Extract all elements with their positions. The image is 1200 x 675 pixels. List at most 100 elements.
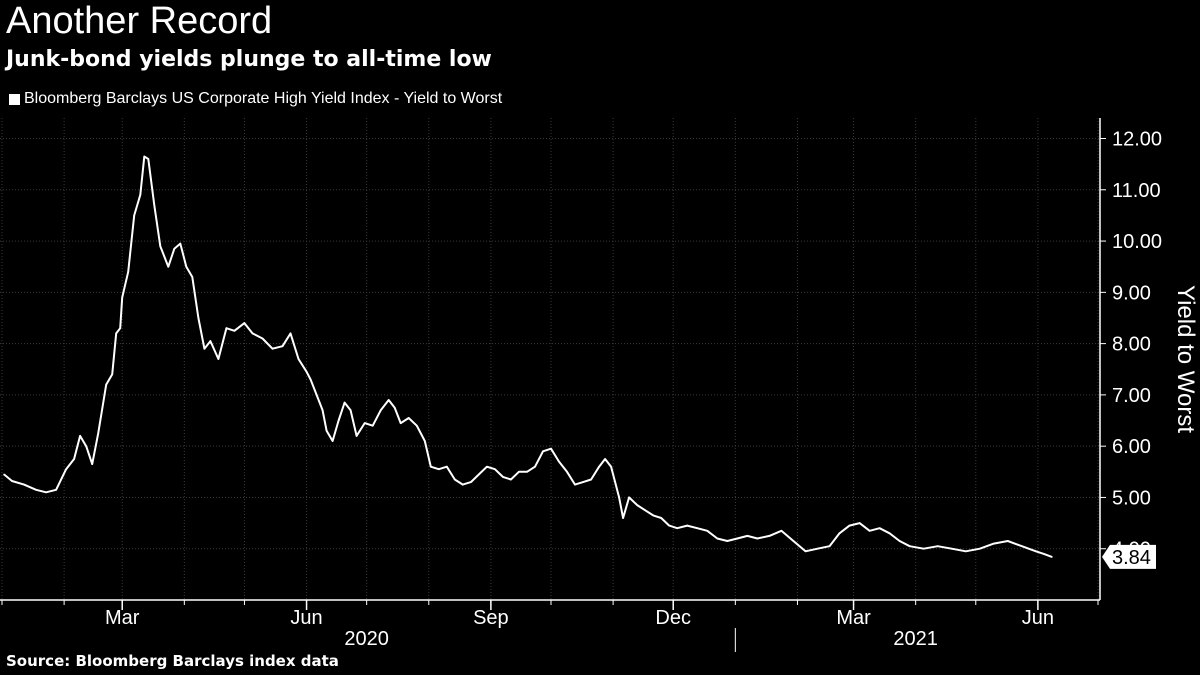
y-tick-label: 10.00 [1112, 231, 1162, 253]
data-point [993, 542, 995, 545]
data-point [478, 473, 480, 476]
data-point [979, 547, 981, 550]
x-year-label: 2021 [893, 628, 938, 650]
data-point [518, 471, 520, 473]
data-point [668, 524, 670, 527]
x-year-label: 2020 [344, 628, 389, 650]
data-point [676, 527, 678, 529]
x-tick-label: Dec [655, 607, 691, 629]
data-point [179, 242, 182, 245]
data-point [147, 158, 150, 160]
data-point [73, 458, 75, 460]
data-point [399, 422, 402, 424]
data-point [191, 276, 194, 278]
data-point [716, 537, 719, 540]
data-point [243, 322, 246, 324]
data-point [85, 445, 87, 448]
data-point [574, 483, 576, 486]
data-point [91, 463, 93, 465]
data-point [3, 473, 5, 476]
data-point [217, 358, 220, 360]
data-point [510, 478, 512, 481]
data-point [97, 432, 99, 435]
y-tick-label: 12.00 [1112, 129, 1162, 151]
data-point [379, 409, 382, 412]
data-point [965, 550, 967, 553]
data-point [628, 496, 630, 499]
data-point [119, 327, 121, 330]
data-point [173, 248, 176, 250]
data-point [696, 527, 699, 529]
data-point [45, 491, 47, 494]
data-point [566, 471, 568, 473]
data-point [79, 435, 81, 437]
data-point [185, 265, 188, 268]
data-point [526, 471, 528, 473]
data-point [636, 504, 638, 506]
data-point [416, 424, 418, 427]
data-point [1051, 556, 1053, 558]
data-point [225, 327, 228, 330]
data-point [393, 406, 396, 409]
y-axis-label: Yield to Worst [1172, 285, 1199, 433]
data-point [908, 545, 911, 547]
data-point [127, 271, 129, 273]
data-point [558, 460, 560, 463]
data-point [289, 332, 292, 335]
last-value-label: 3.84 [1112, 547, 1151, 569]
data-point [950, 547, 953, 550]
chart-title: Another Record [6, 0, 273, 42]
data-point [780, 530, 783, 532]
data-point [387, 399, 390, 401]
data-point [55, 489, 57, 491]
data-point [660, 517, 662, 519]
data-point [343, 401, 346, 404]
grid [0, 118, 1100, 600]
data-point [139, 194, 142, 196]
data-point [121, 296, 123, 299]
y-tick-label: 11.00 [1112, 180, 1161, 202]
data-point [407, 417, 410, 419]
data-point [115, 332, 117, 335]
data-point [261, 337, 264, 340]
data-point [363, 422, 366, 424]
data-point [355, 435, 358, 437]
data-point [11, 480, 13, 482]
legend-swatch [9, 93, 20, 105]
series-line [3, 155, 1053, 558]
data-point [888, 532, 891, 535]
data-point [828, 545, 831, 547]
legend-label: Bloomberg Barclays US Corporate High Yie… [24, 90, 503, 107]
data-point [454, 478, 456, 481]
data-point [167, 265, 170, 268]
data-point [305, 371, 308, 373]
data-point [105, 383, 107, 386]
data-point [371, 424, 374, 427]
y-tick-label: 9.00 [1112, 282, 1151, 304]
data-point [23, 483, 25, 486]
x-tick-label: Sep [473, 607, 509, 629]
data-point [610, 465, 612, 468]
labels: 12.0011.0010.009.008.007.006.005.004.00M… [105, 129, 1199, 650]
data-point [331, 440, 334, 442]
legend: Bloomberg Barclays US Corporate High Yie… [9, 90, 502, 108]
series-layer [3, 155, 1053, 558]
data-point [424, 440, 426, 442]
x-tick-label: Mar [836, 607, 871, 629]
data-point [534, 465, 536, 468]
axes [0, 118, 1106, 652]
data-point [542, 450, 544, 453]
data-point [502, 476, 504, 478]
data-point [430, 465, 432, 468]
data-point [652, 514, 654, 517]
data-point [349, 409, 352, 412]
data-point [804, 550, 807, 553]
data-point [756, 537, 759, 540]
data-point [438, 468, 440, 471]
data-point [251, 332, 254, 335]
y-tick-label: 5.00 [1112, 487, 1151, 509]
data-point [470, 481, 472, 483]
data-point [746, 535, 749, 537]
data-point [582, 481, 584, 483]
